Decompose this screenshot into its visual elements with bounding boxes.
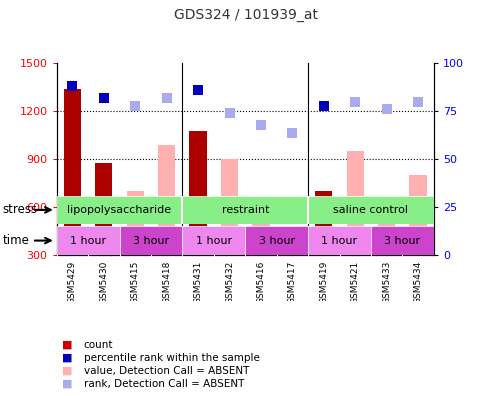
- Text: 3 hour: 3 hour: [133, 236, 169, 246]
- Point: [257, 122, 265, 128]
- Text: ■: ■: [62, 352, 72, 363]
- Text: GSM5415: GSM5415: [131, 261, 140, 304]
- Bar: [182, 226, 245, 255]
- Point: [414, 99, 422, 105]
- Point: [69, 83, 76, 89]
- Point: [288, 129, 296, 136]
- Point: [131, 103, 139, 109]
- Point: [100, 95, 108, 101]
- Bar: [252, 204, 270, 255]
- Bar: [378, 198, 395, 255]
- Text: percentile rank within the sample: percentile rank within the sample: [84, 352, 260, 363]
- Text: GSM5432: GSM5432: [225, 261, 234, 304]
- Bar: [158, 145, 176, 255]
- Text: value, Detection Call = ABSENT: value, Detection Call = ABSENT: [84, 366, 249, 376]
- Text: GSM5418: GSM5418: [162, 261, 171, 304]
- Text: ■: ■: [62, 366, 72, 376]
- Bar: [410, 175, 427, 255]
- Text: GDS324 / 101939_at: GDS324 / 101939_at: [175, 8, 318, 22]
- Point: [352, 99, 359, 105]
- Text: 1 hour: 1 hour: [196, 236, 232, 246]
- Point: [194, 87, 202, 93]
- Bar: [127, 191, 144, 255]
- Text: GSM5430: GSM5430: [99, 261, 108, 304]
- Bar: [315, 191, 332, 255]
- Bar: [119, 226, 182, 255]
- Text: 1 hour: 1 hour: [321, 236, 357, 246]
- Point: [288, 129, 296, 136]
- Text: stress: stress: [2, 204, 37, 216]
- Text: GSM5416: GSM5416: [256, 261, 266, 304]
- Bar: [245, 226, 308, 255]
- Text: rank, Detection Call = ABSENT: rank, Detection Call = ABSENT: [84, 379, 244, 389]
- Text: 3 hour: 3 hour: [385, 236, 421, 246]
- Point: [163, 95, 171, 101]
- Text: 3 hour: 3 hour: [259, 236, 295, 246]
- Bar: [221, 159, 238, 255]
- Text: time: time: [2, 234, 30, 247]
- Text: saline control: saline control: [333, 205, 409, 215]
- Text: 1 hour: 1 hour: [70, 236, 106, 246]
- Bar: [308, 196, 434, 224]
- Point: [320, 103, 328, 109]
- Text: GSM5421: GSM5421: [351, 261, 360, 304]
- Text: GSM5419: GSM5419: [319, 261, 328, 304]
- Text: ■: ■: [62, 339, 72, 350]
- Text: GSM5417: GSM5417: [288, 261, 297, 304]
- Point: [226, 110, 234, 116]
- Bar: [347, 151, 364, 255]
- Text: restraint: restraint: [221, 205, 269, 215]
- Text: GSM5433: GSM5433: [382, 261, 391, 304]
- Bar: [189, 131, 207, 255]
- Text: GSM5434: GSM5434: [414, 261, 423, 304]
- Point: [383, 106, 390, 112]
- Bar: [57, 196, 182, 224]
- Bar: [308, 226, 371, 255]
- Bar: [95, 163, 112, 255]
- Bar: [182, 196, 308, 224]
- Text: GSM5429: GSM5429: [68, 261, 77, 304]
- Bar: [284, 230, 301, 255]
- Bar: [371, 226, 434, 255]
- Bar: [64, 89, 81, 255]
- Text: lipopolysaccharide: lipopolysaccharide: [68, 205, 172, 215]
- Text: count: count: [84, 339, 113, 350]
- Bar: [57, 226, 119, 255]
- Text: GSM5431: GSM5431: [194, 261, 203, 304]
- Text: ■: ■: [62, 379, 72, 389]
